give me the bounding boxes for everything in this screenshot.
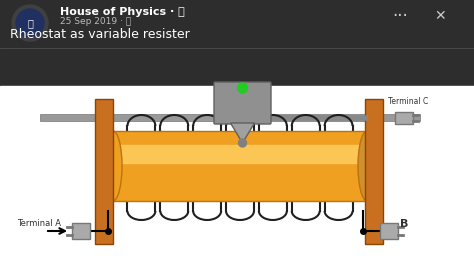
Ellipse shape (358, 131, 376, 201)
Circle shape (238, 139, 246, 147)
Bar (0, 0, 474, 86)
Bar (380, 223, 398, 239)
Circle shape (16, 9, 44, 37)
Bar (40, 114, 420, 121)
Bar (0, 86, 474, 266)
Bar (395, 112, 413, 124)
Text: Rheostat as variable resister: Rheostat as variable resister (10, 27, 190, 40)
Text: B: B (400, 219, 409, 229)
Text: 25 Sep 2019 · 🌐: 25 Sep 2019 · 🌐 (60, 16, 131, 26)
Circle shape (12, 5, 48, 41)
Bar (113, 131, 367, 201)
Polygon shape (230, 123, 255, 143)
Text: 🌐: 🌐 (27, 18, 33, 28)
Bar (95, 99, 113, 244)
Text: Terminal C: Terminal C (388, 97, 428, 106)
Ellipse shape (104, 131, 122, 201)
Circle shape (237, 83, 247, 93)
Bar (72, 223, 90, 239)
Text: ✕: ✕ (434, 9, 446, 23)
Text: Terminal A: Terminal A (17, 219, 61, 228)
Text: ···: ··· (392, 7, 408, 25)
Text: House of Physics · 🔔: House of Physics · 🔔 (60, 7, 185, 17)
Bar (365, 99, 383, 244)
FancyBboxPatch shape (214, 82, 271, 124)
Bar (118, 145, 362, 163)
